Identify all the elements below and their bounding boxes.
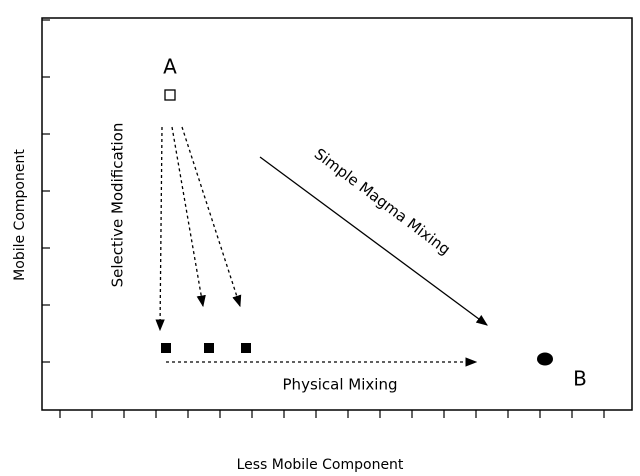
point-b bbox=[537, 352, 553, 366]
label-a: A bbox=[163, 55, 177, 79]
plot-frame bbox=[41, 17, 633, 411]
ticks bbox=[42, 19, 605, 418]
y-axis-label: Mobile Component bbox=[12, 149, 28, 281]
annotation: Physical Mixing bbox=[283, 376, 398, 394]
x-axis-label: Less Mobile Component bbox=[237, 457, 404, 473]
label-b: B bbox=[573, 367, 587, 391]
annotation: Simple Magma Mixing bbox=[311, 145, 454, 259]
point bbox=[204, 343, 214, 353]
arrow bbox=[181, 126, 242, 308]
arrow bbox=[171, 126, 206, 308]
point bbox=[161, 343, 171, 353]
arrow bbox=[259, 156, 488, 326]
point-a bbox=[164, 89, 176, 101]
point bbox=[241, 343, 251, 353]
arrow bbox=[155, 126, 165, 332]
annotation: Selective Modification bbox=[109, 123, 127, 288]
